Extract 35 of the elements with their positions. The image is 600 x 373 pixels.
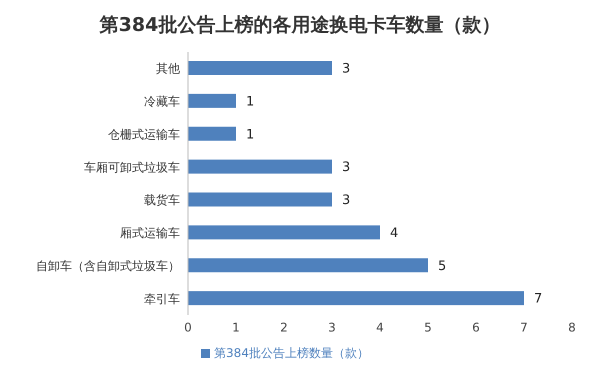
x-tick-label: 7 [520,320,528,335]
x-tick-label: 5 [424,320,432,335]
bar [188,61,332,75]
data-label: 5 [438,258,446,274]
y-tick-label: 车厢可卸式垃圾车 [84,160,180,174]
x-tick-label: 0 [184,320,192,335]
x-tick-label: 1 [232,320,240,335]
y-tick-label: 仓栅式运输车 [108,127,180,142]
bar [188,225,380,240]
data-label: 3 [342,193,350,208]
bar [188,192,332,206]
data-label: 3 [342,160,350,176]
data-label: 1 [246,94,254,110]
bar [188,126,236,141]
x-tick-label: 8 [568,320,576,335]
y-tick-label: 冷藏车 [144,94,180,109]
x-tick-label: 3 [328,320,336,335]
bar [188,94,236,108]
bar [188,291,524,306]
data-label: 7 [534,292,542,307]
y-tick-label: 厢式运输车 [120,226,180,240]
bar [188,258,428,272]
data-label: 3 [342,62,350,77]
y-tick-label: 牵引车 [144,292,180,306]
x-tick-label: 4 [376,320,384,335]
x-tick-label: 2 [280,320,288,335]
y-tick-label: 自卸车（含自卸式垃圾车） [36,258,180,273]
legend-label: 第384批公告上榜数量（款） [214,346,369,360]
y-tick-label: 载货车 [144,193,180,208]
x-tick-label: 6 [472,320,480,335]
chart-title: 第384批公告上榜的各用途换电卡车数量（款） [98,13,502,38]
y-tick-label: 其他 [156,62,180,76]
data-label: 1 [246,127,254,142]
bar [188,160,332,174]
data-label: 4 [390,226,398,241]
